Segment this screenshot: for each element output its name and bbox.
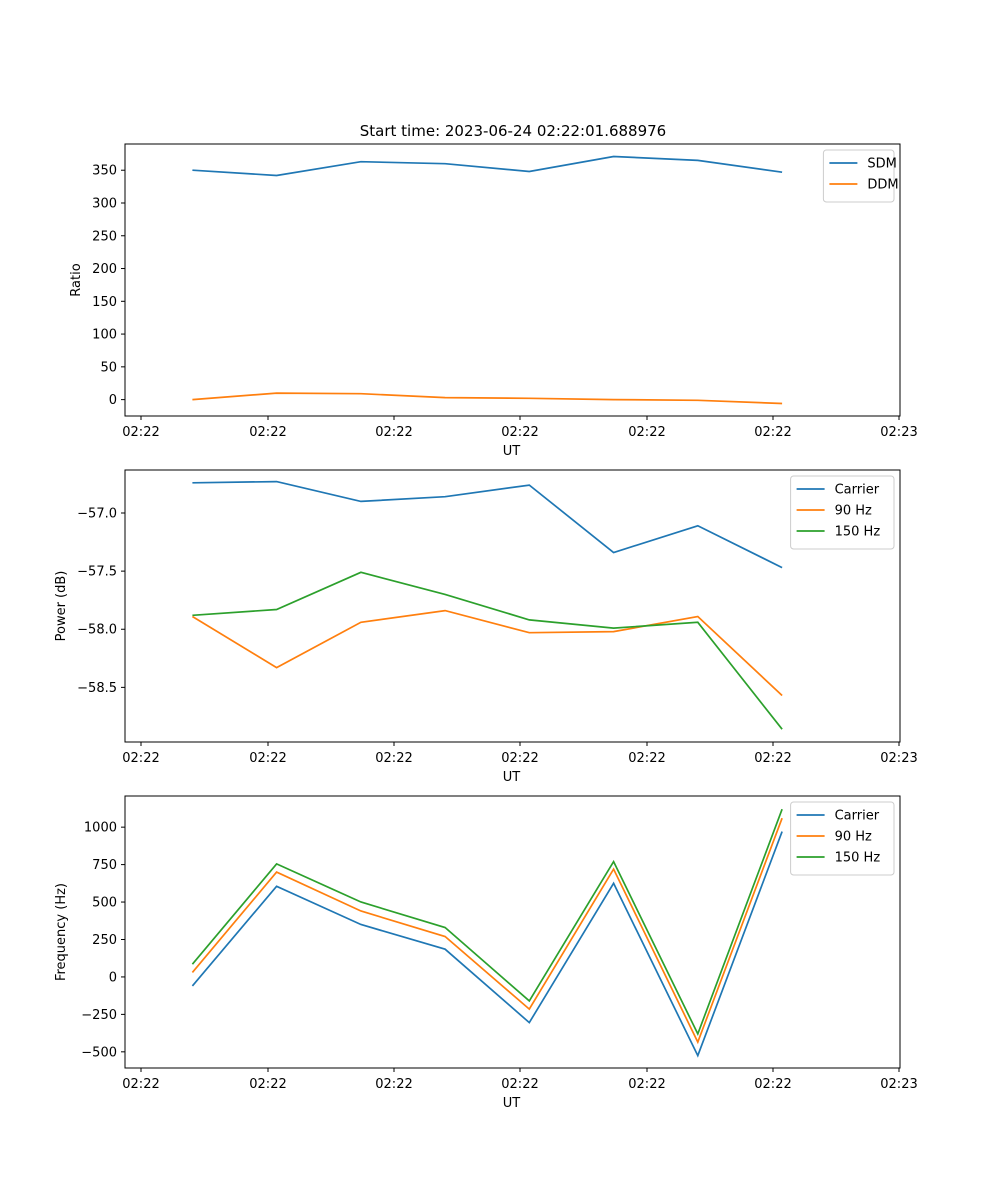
x-tick-label: 02:22 <box>754 425 791 440</box>
series-line-carrier <box>191 831 783 1058</box>
y-tick-label: 300 <box>92 196 117 211</box>
y-tick-label: 150 <box>92 295 117 310</box>
y-tick-label: −58.0 <box>77 623 117 638</box>
y-tick-label: 100 <box>92 328 117 343</box>
y-axis-label: Power (dB) <box>54 571 69 642</box>
y-tick-label: −58.5 <box>77 681 117 696</box>
x-axis-label: UT <box>503 1096 521 1111</box>
y-axis-label: Ratio <box>69 263 84 296</box>
x-axis-label: UT <box>503 770 521 785</box>
x-axis-label: UT <box>503 444 521 459</box>
x-tick-label: 02:23 <box>880 425 917 440</box>
legend: Carrier 90 Hz 150 Hz <box>790 801 895 876</box>
y-tick-label: 250 <box>92 933 117 948</box>
x-tick-label: 02:22 <box>754 751 791 766</box>
y-tick-label: 1000 <box>84 821 117 836</box>
legend-label: 150 Hz <box>835 525 881 540</box>
axes-frame <box>124 469 901 743</box>
y-axis-label: Frequency (Hz) <box>54 883 69 981</box>
x-tick-label: 02:22 <box>501 751 538 766</box>
x-tick-label: 02:23 <box>880 751 917 766</box>
legend-label: DDM <box>867 178 898 193</box>
legend-label: SDM <box>867 157 896 172</box>
chart-panel-3: −500 −250 0 250 500 750 1000 02:22 02:22 02:22 02:… <box>54 795 918 1111</box>
y-tick-label: 750 <box>92 858 117 873</box>
chart-panel-1: 0 50 100 150 200 250 300 350 02:22 02:22 02:22 02:2… <box>69 143 918 459</box>
x-tick-label: 02:22 <box>375 751 412 766</box>
x-tick-label: 02:22 <box>249 425 286 440</box>
x-tick-label: 02:23 <box>880 1077 917 1092</box>
y-tick-label: 50 <box>100 360 117 375</box>
panels: 0 50 100 150 200 250 300 350 02:22 02:22 02:22 02:2… <box>54 143 918 1111</box>
y-tick-label: −500 <box>81 1045 117 1060</box>
axes-frame <box>124 143 901 417</box>
legend-label: 90 Hz <box>835 830 872 845</box>
axes-frame <box>124 795 901 1069</box>
figure-title: Start time: 2023-06-24 02:22:01.688976 <box>360 122 666 140</box>
y-tick-label: −250 <box>81 1008 117 1023</box>
series-line-sdm <box>192 155 783 177</box>
legend: Carrier 90 Hz 150 Hz <box>790 475 895 550</box>
x-tick-label: 02:22 <box>628 751 665 766</box>
y-tick-label: 0 <box>109 970 117 985</box>
series-line-ddm <box>192 392 783 405</box>
legend-label: Carrier <box>835 483 880 498</box>
y-tick-label: 250 <box>92 229 117 244</box>
series-line-150-hz <box>191 808 783 1037</box>
legend-label: 150 Hz <box>835 851 881 866</box>
x-tick-label: 02:22 <box>754 1077 791 1092</box>
y-tick-label: −57.5 <box>77 565 117 580</box>
x-tick-label: 02:22 <box>501 425 538 440</box>
x-tick-label: 02:22 <box>122 425 159 440</box>
series-line-90-hz <box>191 609 783 697</box>
legend-label: 90 Hz <box>835 504 872 519</box>
legend-label: Carrier <box>835 809 880 824</box>
x-tick-label: 02:22 <box>628 1077 665 1092</box>
y-tick-label: 350 <box>92 164 117 179</box>
x-tick-label: 02:22 <box>122 1077 159 1092</box>
x-tick-label: 02:22 <box>628 425 665 440</box>
chart-panel-2: −57.0 −57.5 −58.0 −58.5 02:22 02:22 02:22 02:22… <box>54 469 918 785</box>
series-line-150-hz <box>192 571 783 730</box>
series-line-carrier <box>192 480 783 569</box>
x-tick-label: 02:22 <box>122 751 159 766</box>
y-tick-label: 0 <box>109 393 117 408</box>
x-tick-label: 02:22 <box>249 751 286 766</box>
x-tick-label: 02:22 <box>375 425 412 440</box>
x-tick-label: 02:22 <box>249 1077 286 1092</box>
legend: SDM DDM <box>822 149 899 203</box>
y-tick-label: 500 <box>92 896 117 911</box>
y-tick-label: −57.0 <box>77 507 117 522</box>
y-tick-label: 200 <box>92 262 117 277</box>
series-line-90-hz <box>191 817 783 1045</box>
x-tick-label: 02:22 <box>501 1077 538 1092</box>
x-tick-label: 02:22 <box>375 1077 412 1092</box>
